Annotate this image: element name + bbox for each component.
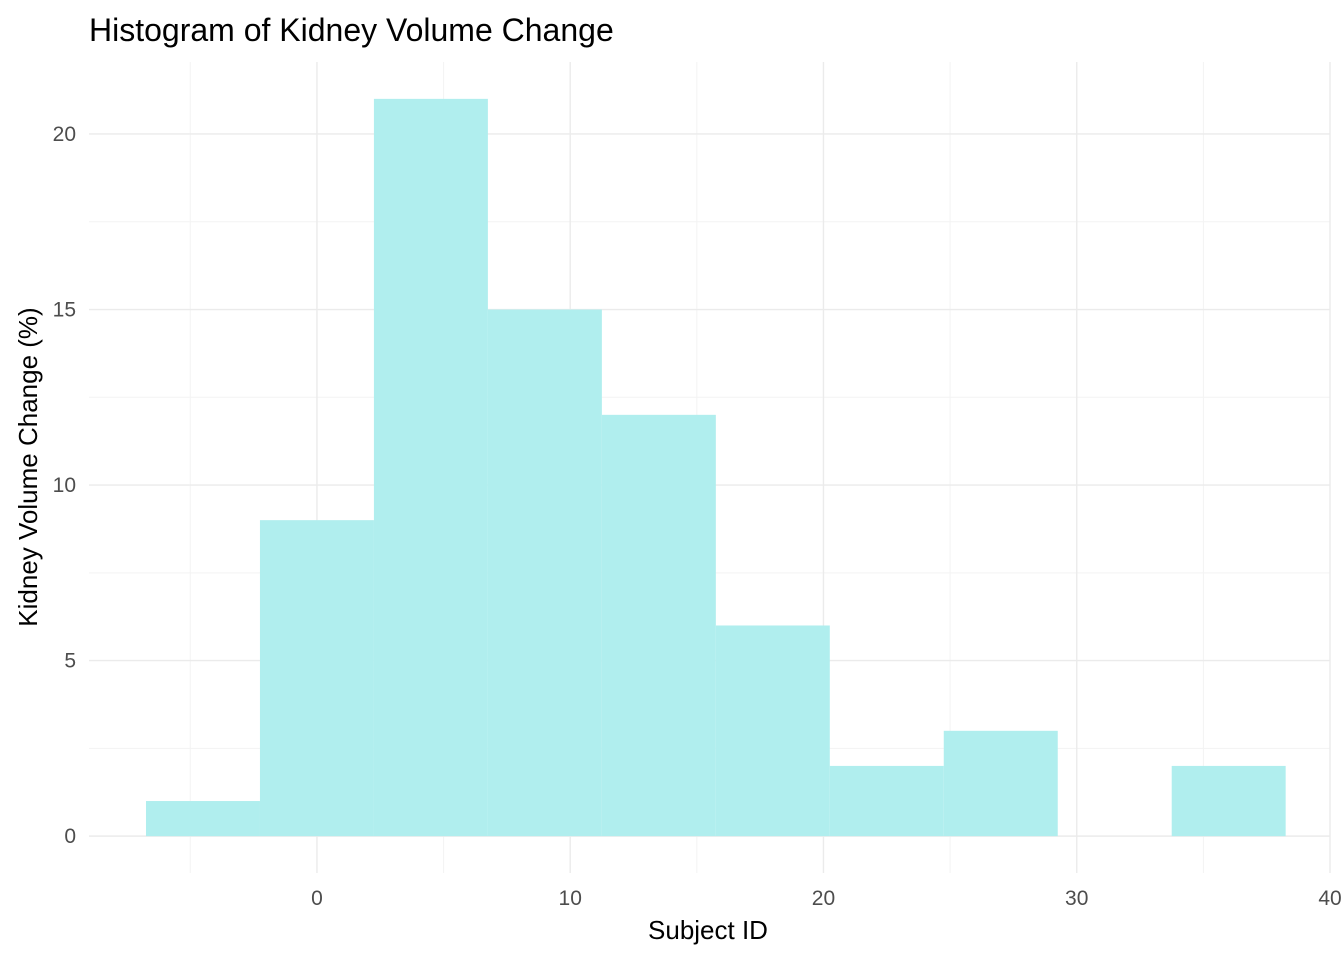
chart-title: Histogram of Kidney Volume Change (89, 12, 614, 48)
histogram-bar (259, 520, 374, 837)
x-tick-label: 40 (1318, 887, 1341, 910)
y-tick-label: 20 (53, 123, 76, 146)
histogram-bar (145, 801, 260, 837)
histogram-bar (829, 765, 944, 837)
y-tick-label: 0 (64, 825, 76, 848)
y-axis-label: Kidney Volume Change (%) (13, 307, 43, 626)
x-tick-label: 30 (1065, 887, 1088, 910)
histogram-bar (373, 98, 488, 837)
histogram-bar (943, 730, 1058, 837)
x-axis-ticks: 0 10 20 30 40 (311, 887, 1342, 910)
x-axis-label: Subject ID (648, 915, 768, 945)
y-tick-label: 5 (64, 650, 76, 673)
histogram-bar (601, 414, 716, 837)
y-tick-label: 15 (53, 299, 76, 322)
histogram-bar (1171, 765, 1286, 837)
y-tick-label: 10 (53, 474, 76, 497)
histogram-bar (487, 309, 602, 837)
x-tick-label: 0 (311, 887, 323, 910)
y-axis-ticks: 0 5 10 15 20 (53, 123, 76, 848)
histogram-bar (715, 625, 830, 837)
histogram-bars (145, 98, 1286, 837)
x-tick-label: 10 (559, 887, 582, 910)
x-tick-label: 20 (812, 887, 835, 910)
